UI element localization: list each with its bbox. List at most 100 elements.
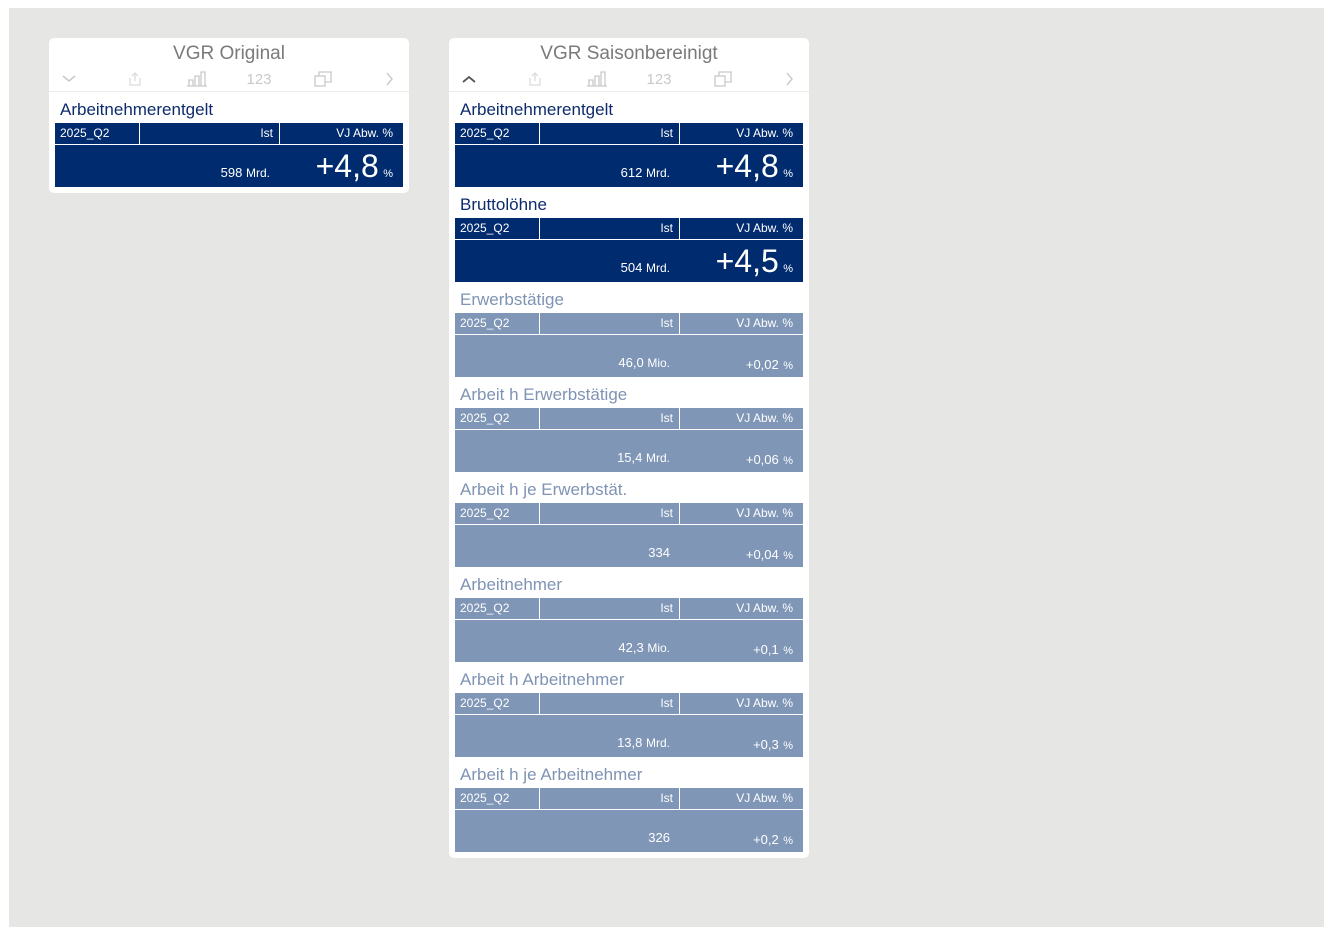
ist-value: 334 — [648, 545, 670, 560]
kpi-header: 2025_Q2 Ist VJ Abw. % — [455, 408, 803, 429]
dashboard-canvas: VGR Original 123 Arbeitnehmerentgelt — [9, 8, 1324, 927]
kpi-header: 2025_Q2 Ist VJ Abw. % — [455, 313, 803, 334]
abw-value: +0,3 % — [753, 737, 793, 752]
kpi-values: 46,0 Mio. +0,02 % — [455, 335, 803, 377]
panel-toolbar: 123 — [49, 67, 409, 92]
kpi-values: 42,3 Mio. +0,1 % — [455, 620, 803, 662]
abw-value: +0,2 % — [753, 832, 793, 847]
kpi-values: 13,8 Mrd. +0,3 % — [455, 715, 803, 757]
ist-value: 13,8 Mrd. — [617, 735, 670, 750]
kpi-title: Arbeitnehmerentgelt — [460, 100, 614, 119]
kpi-card[interactable]: Arbeit h Erwerbstätige 2025_Q2 Ist VJ Ab… — [449, 377, 809, 472]
kpi-values: 598 Mrd. +4,8 % — [55, 145, 403, 187]
abw-value: +4,8 % — [315, 148, 393, 184]
panel-vgr-original: VGR Original 123 Arbeitnehmerentgelt — [49, 38, 409, 193]
ist-header: Ist — [540, 313, 680, 334]
kpi-card[interactable]: Arbeit h je Arbeitnehmer 2025_Q2 Ist VJ … — [449, 757, 809, 852]
kpi-values: 15,4 Mrd. +0,06 % — [455, 430, 803, 472]
ist-header: Ist — [540, 788, 680, 809]
ist-header: Ist — [540, 408, 680, 429]
abw-header: VJ Abw. % — [736, 601, 793, 615]
ist-value: 46,0 Mio. — [618, 355, 670, 370]
period-label: 2025_Q2 — [455, 788, 540, 809]
ist-header: Ist — [140, 123, 280, 144]
abw-header: VJ Abw. % — [736, 696, 793, 710]
chevron-right-icon[interactable] — [775, 67, 803, 91]
kpi-title: Arbeit h je Arbeitnehmer — [460, 765, 643, 784]
bar-chart-icon[interactable] — [583, 67, 611, 91]
period-label: 2025_Q2 — [455, 598, 540, 619]
ist-header: Ist — [540, 503, 680, 524]
kpi-card[interactable]: Bruttolöhne 2025_Q2 Ist VJ Abw. % 504 Mr… — [449, 187, 809, 282]
kpi-title: Erwerbstätige — [460, 290, 564, 309]
kpi-card[interactable]: Arbeitnehmer 2025_Q2 Ist VJ Abw. % 42,3 … — [449, 567, 809, 662]
period-label: 2025_Q2 — [455, 503, 540, 524]
abw-header: VJ Abw. % — [336, 126, 393, 140]
numbers-icon[interactable]: 123 — [646, 70, 672, 88]
kpi-values: 612 Mrd. +4,8 % — [455, 145, 803, 187]
abw-header: VJ Abw. % — [736, 316, 793, 330]
period-label: 2025_Q2 — [455, 693, 540, 714]
chevron-up-icon[interactable] — [455, 67, 483, 91]
abw-header: VJ Abw. % — [736, 506, 793, 520]
ist-value: 504 Mrd. — [620, 260, 670, 275]
share-icon[interactable] — [521, 67, 549, 91]
kpi-header: 2025_Q2 Ist VJ Abw. % — [455, 598, 803, 619]
panel-title: VGR Saisonbereinigt — [540, 43, 718, 64]
kpi-card[interactable]: Arbeitnehmerentgelt 2025_Q2 Ist VJ Abw. … — [49, 92, 409, 187]
kpi-header: 2025_Q2 Ist VJ Abw. % — [455, 788, 803, 809]
kpi-title: Arbeitnehmerentgelt — [60, 100, 214, 119]
kpi-values: 334 +0,04 % — [455, 525, 803, 567]
kpi-header: 2025_Q2 Ist VJ Abw. % — [455, 693, 803, 714]
panel-title: VGR Original — [173, 43, 285, 64]
abw-value: +4,8 % — [715, 148, 793, 184]
kpi-card[interactable]: Erwerbstätige 2025_Q2 Ist VJ Abw. % 46,0… — [449, 282, 809, 377]
bar-chart-icon[interactable] — [183, 67, 211, 91]
ist-value: 42,3 Mio. — [618, 640, 670, 655]
ist-header: Ist — [540, 218, 680, 239]
ist-value: 612 Mrd. — [620, 165, 670, 180]
chevron-down-icon[interactable] — [55, 67, 83, 91]
abw-header: VJ Abw. % — [736, 791, 793, 805]
abw-value: +0,1 % — [753, 642, 793, 657]
abw-header: VJ Abw. % — [736, 411, 793, 425]
abw-value: +0,02 % — [745, 357, 793, 372]
kpi-title: Arbeit h Arbeitnehmer — [460, 670, 625, 689]
ist-value: 326 — [648, 830, 670, 845]
ist-value: 598 Mrd. — [220, 165, 270, 180]
abw-header: VJ Abw. % — [736, 221, 793, 235]
kpi-title: Arbeit h Erwerbstätige — [460, 385, 628, 404]
abw-value: +0,06 % — [745, 452, 793, 467]
kpi-header: 2025_Q2 Ist VJ Abw. % — [455, 123, 803, 144]
kpi-header: 2025_Q2 Ist VJ Abw. % — [455, 503, 803, 524]
kpi-title: Arbeit h je Erwerbstät. — [460, 480, 628, 499]
window-icon[interactable] — [309, 67, 337, 91]
kpi-title: Arbeitnehmer — [460, 575, 563, 594]
chevron-right-icon[interactable] — [375, 67, 403, 91]
abw-header: VJ Abw. % — [736, 126, 793, 140]
kpi-values: 326 +0,2 % — [455, 810, 803, 852]
ist-value: 15,4 Mrd. — [617, 450, 670, 465]
period-label: 2025_Q2 — [455, 123, 540, 144]
kpi-card[interactable]: Arbeit h Arbeitnehmer 2025_Q2 Ist VJ Abw… — [449, 662, 809, 757]
share-icon[interactable] — [121, 67, 149, 91]
panel-vgr-saisonbereinigt: VGR Saisonbereinigt 123 Arbeitnehmer — [449, 38, 809, 858]
period-label: 2025_Q2 — [55, 123, 140, 144]
period-label: 2025_Q2 — [455, 313, 540, 334]
period-label: 2025_Q2 — [455, 408, 540, 429]
numbers-icon[interactable]: 123 — [246, 70, 272, 88]
ist-header: Ist — [540, 598, 680, 619]
kpi-header: 2025_Q2 Ist VJ Abw. % — [455, 218, 803, 239]
ist-header: Ist — [540, 123, 680, 144]
kpi-title: Bruttolöhne — [460, 195, 547, 214]
kpi-card[interactable]: Arbeitnehmerentgelt 2025_Q2 Ist VJ Abw. … — [449, 92, 809, 187]
kpi-values: 504 Mrd. +4,5 % — [455, 240, 803, 282]
abw-value: +4,5 % — [715, 243, 793, 279]
panel-toolbar: 123 — [449, 67, 809, 92]
abw-value: +0,04 % — [745, 547, 793, 562]
kpi-card[interactable]: Arbeit h je Erwerbstät. 2025_Q2 Ist VJ A… — [449, 472, 809, 567]
period-label: 2025_Q2 — [455, 218, 540, 239]
window-icon[interactable] — [709, 67, 737, 91]
ist-header: Ist — [540, 693, 680, 714]
kpi-header: 2025_Q2 Ist VJ Abw. % — [55, 123, 403, 144]
